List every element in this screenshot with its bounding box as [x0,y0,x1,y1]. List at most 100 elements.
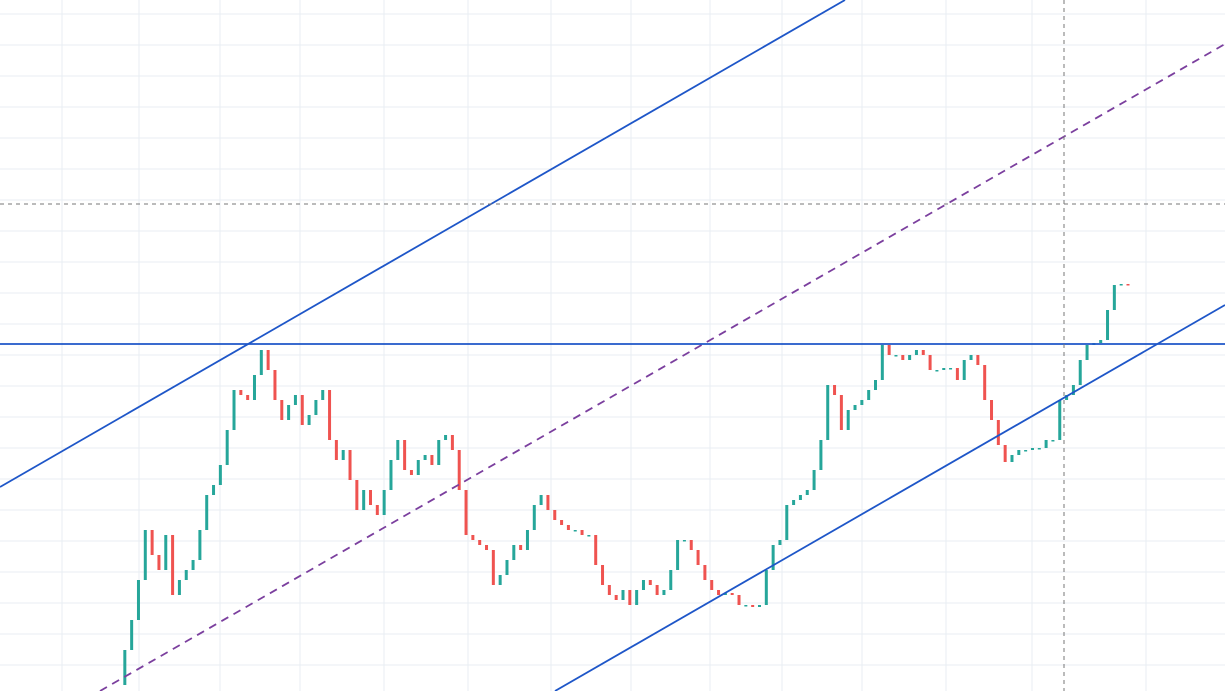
candle [212,485,216,495]
candle [280,400,284,420]
candle [723,593,727,595]
candle [785,505,789,540]
candle [560,520,564,525]
candle [1037,448,1041,450]
candle [594,535,598,565]
candle [218,465,222,485]
candle [157,555,161,570]
candle [416,460,420,475]
candle [505,560,509,575]
candle [641,580,645,590]
candle [737,595,741,605]
candle [136,580,140,620]
candle [1085,345,1089,360]
candle [566,525,570,530]
candle [553,510,557,520]
candle [914,350,918,355]
candle [1065,395,1069,400]
candle [798,495,802,500]
candle [430,455,434,465]
candle [655,585,659,595]
candle [1030,448,1034,450]
candle [689,540,693,550]
candle [450,435,454,450]
candle [853,405,857,410]
candle [464,490,468,535]
candle [423,455,427,460]
candle [805,490,809,495]
candle [369,490,372,505]
candle [314,400,318,415]
candle [751,605,755,607]
candle [1071,385,1075,395]
candle [771,545,775,570]
candle [321,390,325,400]
candle [300,395,304,425]
candle [444,435,448,440]
candle [676,540,680,570]
candle [1017,450,1021,455]
candle [703,565,707,580]
candle [334,440,338,460]
candle [307,415,311,425]
channel-upper [0,0,846,488]
candle [710,580,714,590]
candle [812,470,816,490]
channel-median [99,43,1225,691]
candle [532,505,536,530]
candle [833,385,837,395]
candle [826,385,830,440]
candle [764,570,768,605]
candle [355,480,359,510]
candle [587,535,591,537]
candle [362,490,366,510]
candle [730,593,734,595]
candle [744,605,748,607]
candle [1024,450,1028,452]
candle [880,345,884,380]
candle [969,355,973,360]
candle [239,390,243,395]
candle [757,605,761,607]
candle [328,390,332,440]
candle [669,570,673,590]
candle [498,575,502,585]
candle [942,368,946,370]
candle [962,360,966,380]
candle [225,430,229,465]
candle [164,535,168,570]
candle [983,365,987,400]
candle [949,368,953,370]
candle [846,410,850,430]
candle [1003,445,1007,462]
candle [512,545,516,560]
candle [191,560,195,570]
candle [409,470,413,475]
candle [539,495,543,505]
candle [908,355,912,360]
candle [252,375,256,400]
candle [341,450,345,460]
candle [601,565,605,585]
candle [437,440,441,465]
candle [375,505,379,515]
candle [143,530,147,580]
candle [1051,440,1055,442]
candle [928,355,932,370]
channel-lower [554,304,1225,691]
candle [635,590,639,605]
candle [717,590,721,595]
candle [901,355,905,360]
candle [1078,360,1082,385]
candle [682,540,686,542]
candle [621,590,625,600]
candle [696,550,700,565]
candle [955,368,959,380]
candle [485,545,489,550]
candle [205,495,209,530]
candle [177,580,181,595]
candle [273,370,277,400]
candle [976,355,980,365]
